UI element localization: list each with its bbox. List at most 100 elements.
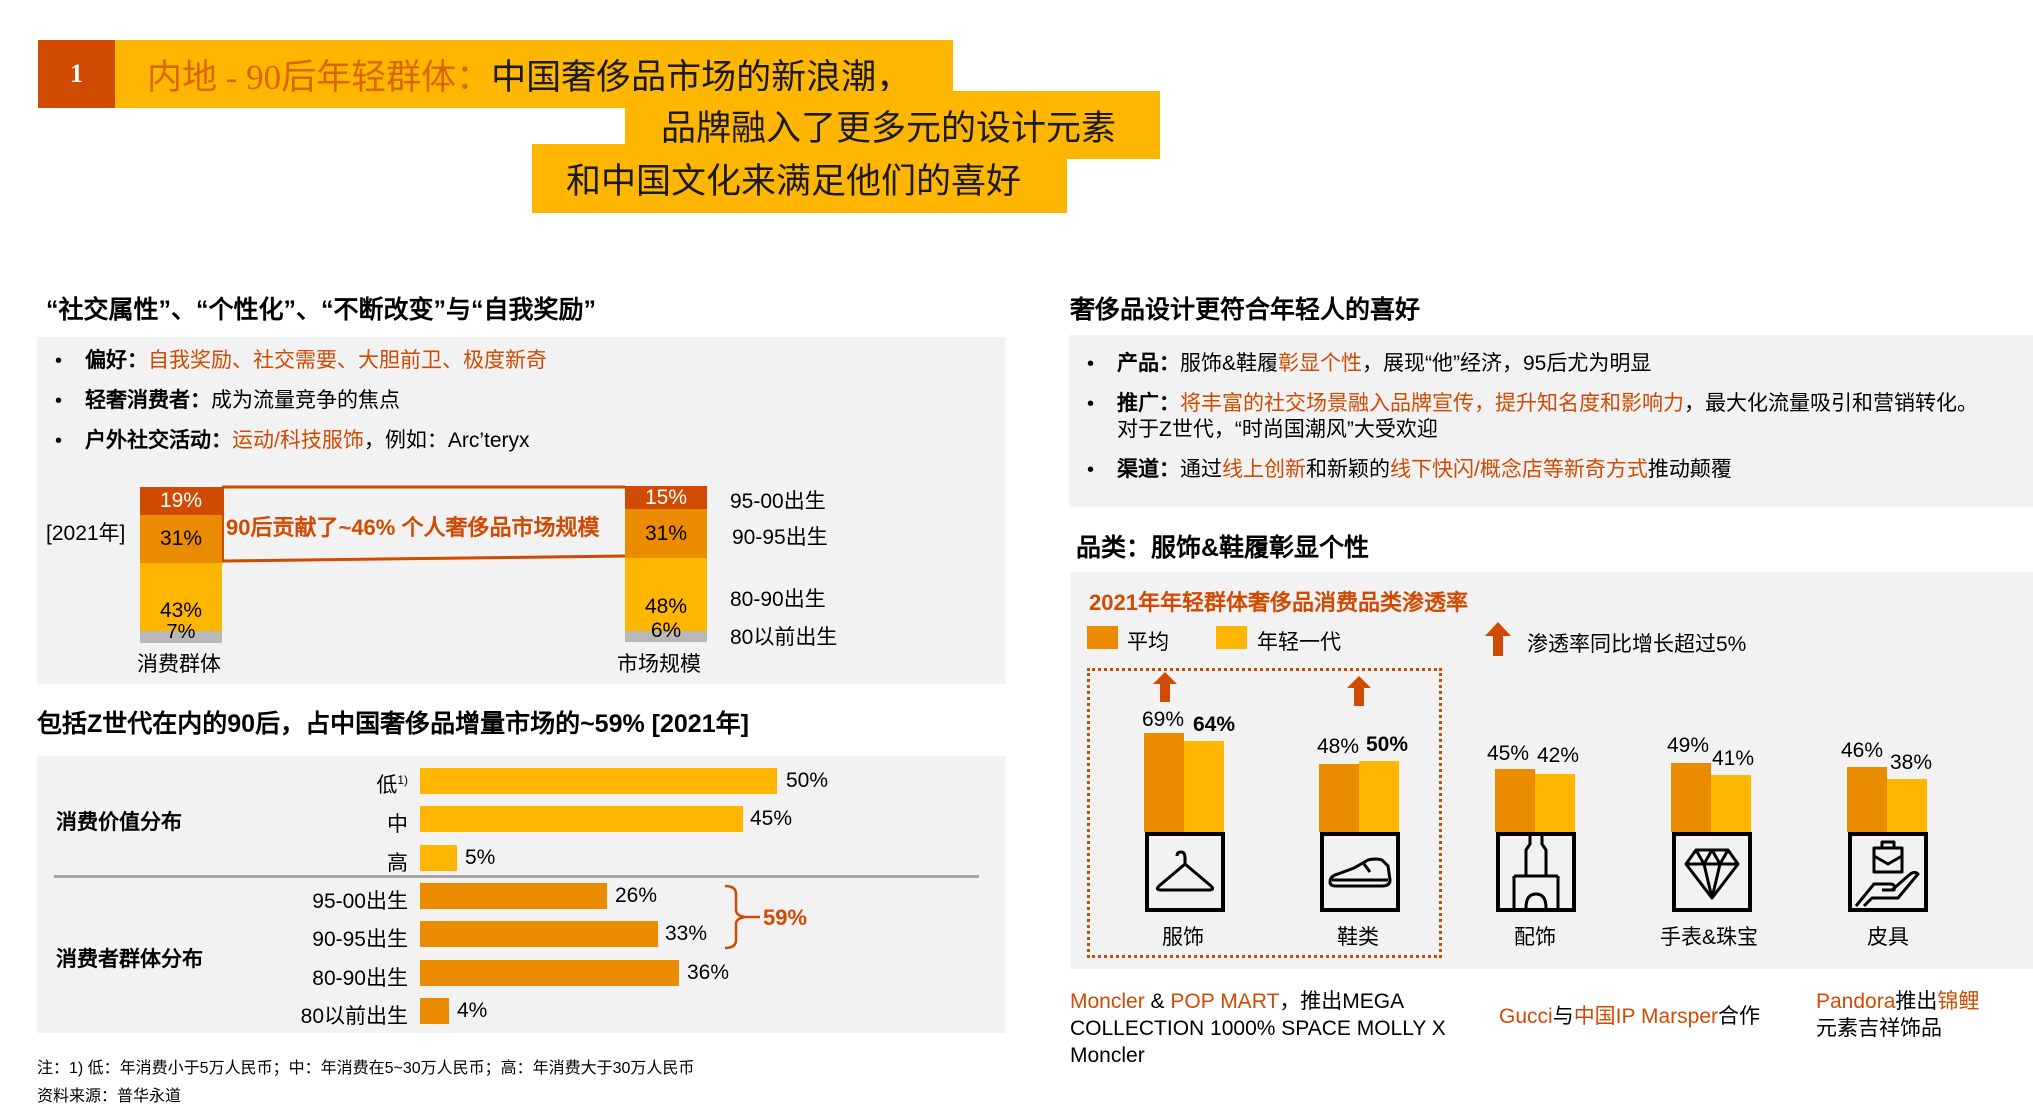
brand-caption-moncler: Moncler & POP MART，推出MEGA COLLECTION 100…	[1070, 988, 1470, 1069]
footnote-marker: 1)	[397, 773, 408, 787]
bottle-accessory-icon	[1496, 832, 1576, 912]
right-top-panel: 产品：服饰&鞋履彰显个性，展现“他”经济，95后尤为明显 推广：将丰富的社交场景…	[1069, 335, 2033, 507]
group-divider	[54, 875, 979, 878]
bar-90-95	[420, 921, 658, 947]
segment-pre-80: 6%	[625, 620, 707, 642]
category-label: 服饰	[1162, 926, 1204, 949]
bar-80-90	[420, 960, 679, 986]
bar-young	[1359, 761, 1399, 832]
cat-95-00: 95-00出生	[312, 890, 408, 913]
title-line-2-text: 品牌融入了更多元的设计元素	[661, 108, 1117, 148]
hanger-icon	[1145, 832, 1225, 912]
bar-young	[1887, 779, 1927, 832]
growth-arrow-icon	[1347, 676, 1371, 706]
segment-90-95: 31%	[140, 515, 222, 563]
cat-90-95: 90-95出生	[312, 928, 408, 951]
category-label: 鞋类	[1337, 926, 1379, 949]
bullet-text: ，最大化流量吸引和营销转化。	[1684, 392, 1978, 415]
legend-young: 年轻一代	[1257, 631, 1341, 654]
group-label-consumer: 消费者群体分布	[56, 948, 203, 971]
brand-name: Gucci	[1499, 1005, 1553, 1028]
brand-name: 锦鲤	[1937, 990, 1980, 1013]
legend-arrow-text: 渗透率同比增长超过5%	[1527, 633, 1747, 656]
brand-caption-pandora: Pandora推出锦鲤 元素吉祥饰品	[1816, 988, 2016, 1042]
value-low: 50%	[786, 769, 829, 792]
value-high: 5%	[465, 846, 496, 869]
bracket-total: 59%	[763, 905, 808, 930]
legend-swatch-young	[1216, 626, 1247, 649]
sneaker-icon	[1320, 832, 1400, 912]
bar-avg	[1671, 763, 1711, 832]
title-accent: 内地 - 90后年轻群体：	[147, 57, 492, 97]
value-80-90: 36%	[687, 961, 730, 984]
left-bottom-heading: 包括Z世代在内的90后，占中国奢侈品增量市场的~59% [2021年]	[37, 710, 749, 738]
year-label: [2021年]	[46, 522, 126, 545]
cat-low-text: 低	[376, 774, 398, 797]
footnote: 注：1) 低：年消费小于5万人民币；中：年消费在5~30万人民币；高：年消费大于…	[37, 1060, 695, 1077]
segment-pre-80-label: 7%	[166, 621, 196, 643]
bullet-preference: 偏好：自我奖励、社交需要、大胆前卫、极度新奇	[43, 348, 547, 374]
section-number-badge: 1	[38, 40, 115, 108]
bullet-label: 渠道：	[1117, 458, 1180, 481]
pct-avg: 49%	[1667, 734, 1710, 757]
category-watch-jewelry	[1671, 672, 1751, 832]
value-95-00: 26%	[615, 884, 658, 907]
right-top-heading: 奢侈品设计更符合年轻人的喜好	[1070, 296, 1421, 324]
bullet-label: 户外社交活动：	[85, 429, 232, 452]
callout-text: 90后贡献了~46% 个人奢侈品市场规模	[226, 515, 600, 540]
legend-pre-80: 80以前出生	[730, 626, 838, 649]
bullet-text: 成为流量竞争的焦点	[211, 389, 400, 412]
bullet-label: 偏好：	[85, 349, 148, 372]
segment-pre-80-label: 6%	[650, 619, 682, 642]
bullet-label: 推广：	[1117, 392, 1180, 415]
stacked-bar-market: 15% 31% 48% 6%	[625, 486, 707, 642]
bullet-highlight: 线上创新	[1222, 458, 1306, 481]
category-accessories	[1495, 672, 1575, 832]
bar-mid	[420, 806, 743, 832]
bullet-highlight: 运动/科技服饰	[232, 429, 364, 452]
title-line-1-text: 中国奢侈品市场的新浪潮，	[491, 57, 912, 97]
preference-bullets: 偏好：自我奖励、社交需要、大胆前卫、极度新奇 轻奢消费者：成为流量竞争的焦点 户…	[43, 348, 547, 454]
callout-connector	[222, 485, 626, 563]
bullet-text: ，展现“他”经济，95后尤为明显	[1362, 352, 1652, 375]
category-leather	[1847, 672, 1927, 832]
value-90-95: 33%	[665, 922, 708, 945]
diamond-icon	[1672, 832, 1752, 912]
title-line-3-text: 和中国文化来满足他们的喜好	[566, 162, 1022, 201]
bar-label-consumers: 消费群体	[137, 653, 221, 676]
bullet-promotion: 推广：将丰富的社交场景融入品牌宣传，提升知名度和影响力，最大化流量吸引和营销转化…	[1075, 391, 1978, 443]
bar-pre-80	[420, 998, 449, 1024]
value-mid: 45%	[750, 807, 793, 830]
brand-name: POP MART	[1170, 990, 1280, 1013]
bullet-text-line2: 对于Z世代，“时尚国潮风”大受欢迎	[1117, 418, 1438, 441]
brand-name: Pandora	[1816, 990, 1896, 1013]
bullet-text: 通过	[1180, 458, 1222, 481]
pct-avg: 48%	[1317, 735, 1360, 758]
bullet-text: 推动颠覆	[1647, 458, 1732, 481]
bullet-product: 产品：服饰&鞋履彰显个性，展现“他”经济，95后尤为明显	[1075, 351, 1978, 377]
category-label: 手表&珠宝	[1660, 926, 1759, 949]
caption-text: 与	[1552, 1005, 1574, 1028]
cat-low: 低1)	[208, 769, 408, 799]
title-line-3: 和中国文化来满足他们的喜好	[532, 144, 1067, 213]
segment-80-90: 43%	[140, 563, 222, 631]
pct-avg: 45%	[1487, 742, 1530, 765]
caption-text: &	[1144, 990, 1171, 1013]
left-top-heading: “社交属性”、“个性化”、“不断改变”与“自我奖励”	[46, 296, 597, 324]
growth-arrow-icon	[1485, 622, 1511, 656]
bullet-channel: 渠道：通过线上创新和新颖的线下快闪/概念店等新奇方式推动颠覆	[1075, 457, 1978, 483]
pct-young: 42%	[1537, 744, 1580, 767]
category-clothing	[1144, 672, 1224, 832]
brand-name: Moncler	[1070, 990, 1145, 1013]
bullet-text: 和新颖的	[1306, 458, 1390, 481]
bar-high	[420, 845, 457, 871]
legend-avg: 平均	[1127, 631, 1169, 654]
bullet-highlight: 线下快闪/概念店等新奇方式	[1390, 458, 1648, 481]
segment-pre-80: 7%	[140, 622, 222, 643]
bullet-text: 服饰&鞋履	[1180, 352, 1279, 375]
legend-80-90: 80-90出生	[730, 588, 826, 611]
right-bottom-heading: 品类：服饰&鞋履彰显个性	[1076, 534, 1370, 562]
bar-avg	[1144, 733, 1184, 832]
title-line-1: 内地 - 90后年轻群体： 中国奢侈品市场的新浪潮，	[115, 40, 953, 108]
design-bullets: 产品：服饰&鞋履彰显个性，展现“他”经济，95后尤为明显 推广：将丰富的社交场景…	[1075, 351, 1978, 483]
